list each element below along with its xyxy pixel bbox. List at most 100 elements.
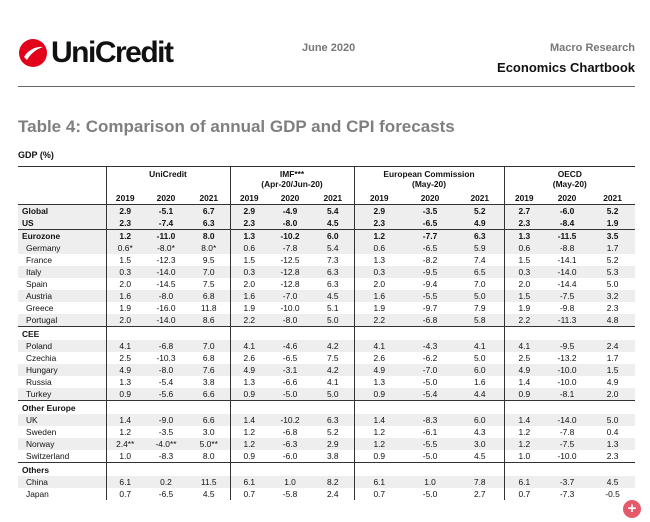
table-cell: 4.1 (503, 340, 545, 352)
header-right: Macro Research Economics Chartbook (497, 42, 635, 75)
table-cell: 1.3 (353, 376, 405, 388)
brand-logo[interactable]: UniCredit (18, 38, 174, 68)
table-cell: 0.9 (105, 388, 144, 401)
table-cell: 6.3 (456, 229, 505, 242)
row-label: Japan (26, 489, 49, 499)
table-cell: 0.2 (144, 476, 188, 488)
table-cell: 1.0 (268, 476, 313, 488)
table-cell: -14.5 (156, 279, 176, 289)
table-cell: 1.9 (105, 302, 144, 314)
table-cell: -4.6 (268, 340, 313, 352)
group-european-commission: European Commission (May-20) (353, 166, 505, 191)
table-cell: 4.5 (202, 489, 215, 499)
table-cell: 1.2 (229, 438, 269, 450)
table-cell: 2.2 (229, 314, 269, 327)
table-cell: -5.0 (268, 388, 313, 401)
table-cell: 3.8 (202, 377, 215, 387)
table-cell: 4.9 (456, 217, 505, 230)
table-cell: 2.9 (312, 438, 355, 450)
table-cell: -10.0 (544, 450, 591, 463)
row-label: Russia (26, 377, 52, 387)
table-cell: -4.0** (144, 438, 188, 450)
table-row: China 6.1 0.2 11.5 6.1 1.0 8.2 6.1 1.0 7.8 6.1 -3.7… (18, 476, 636, 488)
table-cell: 2.0 (590, 388, 636, 401)
table-cell: 4.5 (312, 290, 355, 302)
table-cell: 4.8 (590, 314, 636, 327)
table-cell: 1.2 (503, 426, 545, 438)
table-cell: 1.6 (105, 290, 144, 302)
table-cell: 2.3 (503, 217, 545, 230)
table-cell: 4.5 (456, 450, 505, 463)
row-label: France (26, 255, 53, 265)
table-cell: -5.5 (404, 290, 457, 302)
table-cell: -7.5 (544, 438, 591, 450)
table-cell: -14.0 (144, 314, 188, 327)
table-cell: -5.6 (144, 388, 188, 401)
table-cell: -10.3 (156, 353, 176, 363)
table-cell: 2.0 (105, 278, 144, 290)
table-cell: 7.9 (473, 303, 486, 313)
table-cell: -8.0 (144, 290, 188, 302)
table-cell: -5.0 (422, 377, 438, 387)
table-cell: 4.9 (503, 364, 545, 376)
section-label: Other Europe (18, 400, 106, 414)
table-cell: 1.2 (105, 229, 144, 242)
table-cell: 6.8 (202, 353, 215, 363)
table-cell: 0.9 (503, 388, 545, 401)
table-cell: 0.9 (229, 450, 269, 463)
row-label: Switzerland (18, 450, 106, 463)
table-cell: 6.0 (312, 229, 355, 242)
table-row: Turkey 0.9 -5.6 6.6 0.9 -5.0 5.0 0.9 -5.4 4.4 0.9-… (18, 388, 636, 401)
table-cell: 4.1 (353, 340, 405, 352)
table-cell: 5.2 (590, 204, 636, 217)
table-cell: 1.7 (606, 353, 619, 363)
table-cell: 7.4 (473, 255, 486, 265)
table-cell: 8.0* (188, 242, 231, 254)
table-cell: 6.3 (326, 279, 339, 289)
table-row: UK 1.4 -9.0 6.6 1.4 -10.2 6.3 1.4 -8.3 6.0 1.4 -14.… (18, 414, 636, 426)
table-cell: -13.2 (557, 353, 577, 363)
table-cell: -10.2 (268, 229, 313, 242)
row-label: Czechia (26, 353, 57, 363)
table-cell: 2.9 (105, 204, 144, 217)
table-cell: -7.3 (559, 489, 575, 499)
row-label: Norway (18, 438, 106, 450)
table-cell: -3.7 (544, 476, 591, 488)
table-cell: 1.3 (353, 254, 405, 266)
table-cell: 11.5 (188, 476, 231, 488)
table-cell: -4.3 (404, 340, 457, 352)
table-cell: -6.5 (404, 217, 457, 230)
table-row: Spain 2.0 -14.5 7.5 2.0 -12.8 6.3 2.0 -9.4 7.0 2.0… (18, 278, 635, 290)
table-cell: 7.0 (188, 266, 231, 278)
table-cell: -9.5 (544, 340, 591, 352)
report-department: Macro Research (550, 42, 635, 54)
table-cell: 1.9 (353, 302, 405, 314)
table-cell: 0.9 (229, 388, 269, 401)
table-cell: -8.0 (144, 364, 188, 376)
table-cell: -11.3 (544, 314, 591, 327)
table-cell: -5.0 (422, 489, 438, 499)
table-title: Table 4: Comparison of annual GDP and CP… (18, 117, 455, 136)
row-label: Greece (26, 303, 54, 313)
table-cell: -7.0 (268, 290, 313, 302)
table-cell: 4.1 (105, 340, 144, 352)
table-cell: 1.6 (473, 377, 486, 387)
table-cell: -14.0 (144, 266, 188, 278)
table-cell: 7.5 (202, 279, 215, 289)
table-cell: 6.1 (105, 476, 144, 488)
table-cell: 8.6 (188, 314, 231, 327)
table-cell: 5.0** (188, 438, 231, 450)
table-cell: -14.0 (544, 414, 591, 426)
table-cell: 5.4 (312, 242, 355, 254)
table-cell: 3.0 (456, 438, 505, 450)
table-cell: -3.5 (158, 427, 174, 437)
table-cell: -7.8 (268, 242, 313, 254)
table-cell: 3.8 (312, 450, 355, 463)
table-cell: 5.0 (312, 314, 355, 327)
table-cell: 5.0 (456, 290, 505, 302)
table-cell: -8.0 (268, 217, 313, 230)
section-label: CEE (18, 326, 106, 340)
zoom-in-button[interactable]: + (623, 500, 641, 518)
year-header: 2020 (268, 191, 313, 205)
table-row: Italy 0.3 -14.0 7.0 0.3 -12.8 6.3 0.3 -9.5 6.5 0.3… (18, 266, 636, 278)
